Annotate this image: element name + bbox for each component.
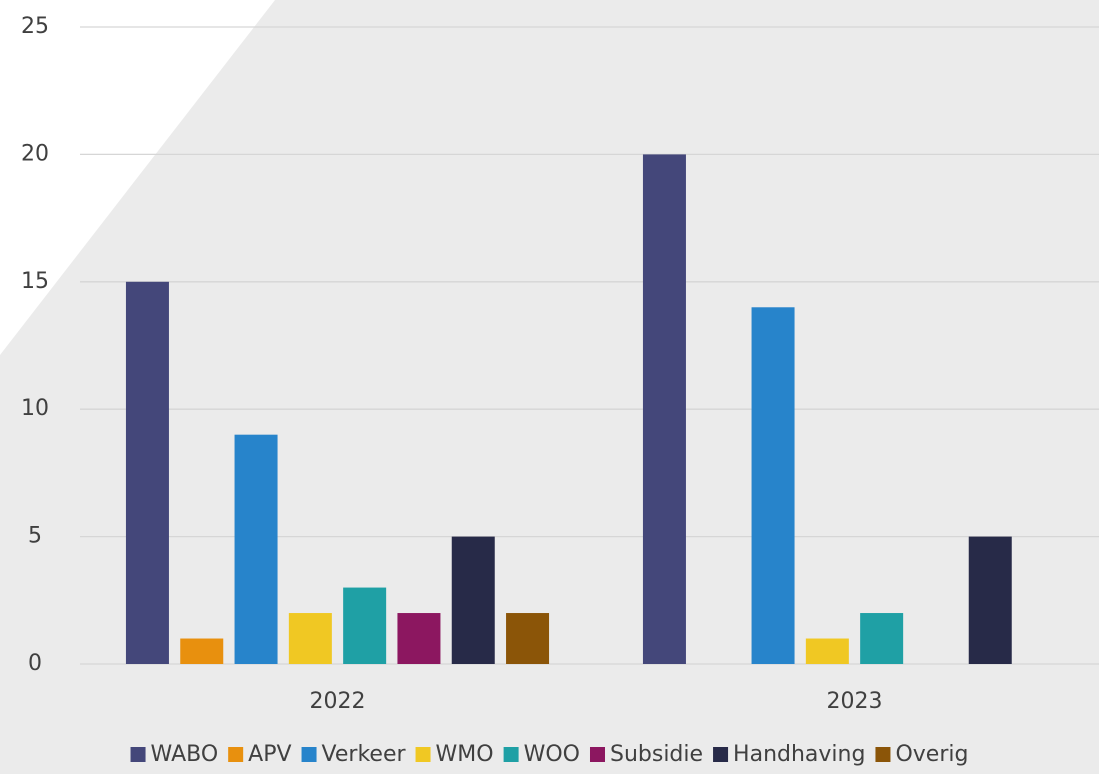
y-tick-label: 10	[21, 396, 49, 421]
legend-label: Handhaving	[733, 742, 865, 767]
legend-swatch	[875, 747, 891, 762]
x-tick-label: 2022	[310, 689, 366, 714]
legend-swatch	[415, 747, 431, 762]
bar	[451, 536, 495, 664]
bar	[234, 434, 278, 664]
legend-swatch	[503, 747, 519, 762]
bar	[751, 307, 795, 664]
bar	[180, 638, 224, 664]
legend-swatch	[130, 747, 146, 762]
bar	[343, 587, 387, 664]
legend-swatch	[301, 747, 317, 762]
x-tick-label: 2023	[827, 689, 883, 714]
bar	[642, 154, 686, 664]
bar	[125, 281, 169, 664]
bar	[397, 613, 441, 664]
y-tick-label: 15	[21, 269, 49, 294]
legend-label: Verkeer	[322, 742, 407, 767]
legend-swatch	[589, 747, 605, 762]
y-tick-label: 25	[21, 14, 49, 39]
legend-label: WABO	[151, 742, 219, 767]
legend-label: WMO	[436, 742, 494, 767]
legend-label: APV	[248, 742, 291, 767]
background-accent	[0, 0, 275, 355]
bar	[968, 536, 1012, 664]
y-tick-label: 5	[28, 524, 42, 549]
legend-swatch	[713, 747, 729, 762]
legend-label: Overig	[895, 742, 968, 767]
bar	[288, 613, 332, 664]
bar	[506, 613, 550, 664]
legend-label: Subsidie	[610, 742, 703, 767]
bar	[860, 613, 904, 664]
legend-swatch	[228, 747, 244, 762]
legend-label: WOO	[524, 742, 580, 767]
y-tick-label: 0	[28, 651, 42, 676]
y-tick-label: 20	[21, 141, 49, 166]
bar	[805, 638, 849, 664]
